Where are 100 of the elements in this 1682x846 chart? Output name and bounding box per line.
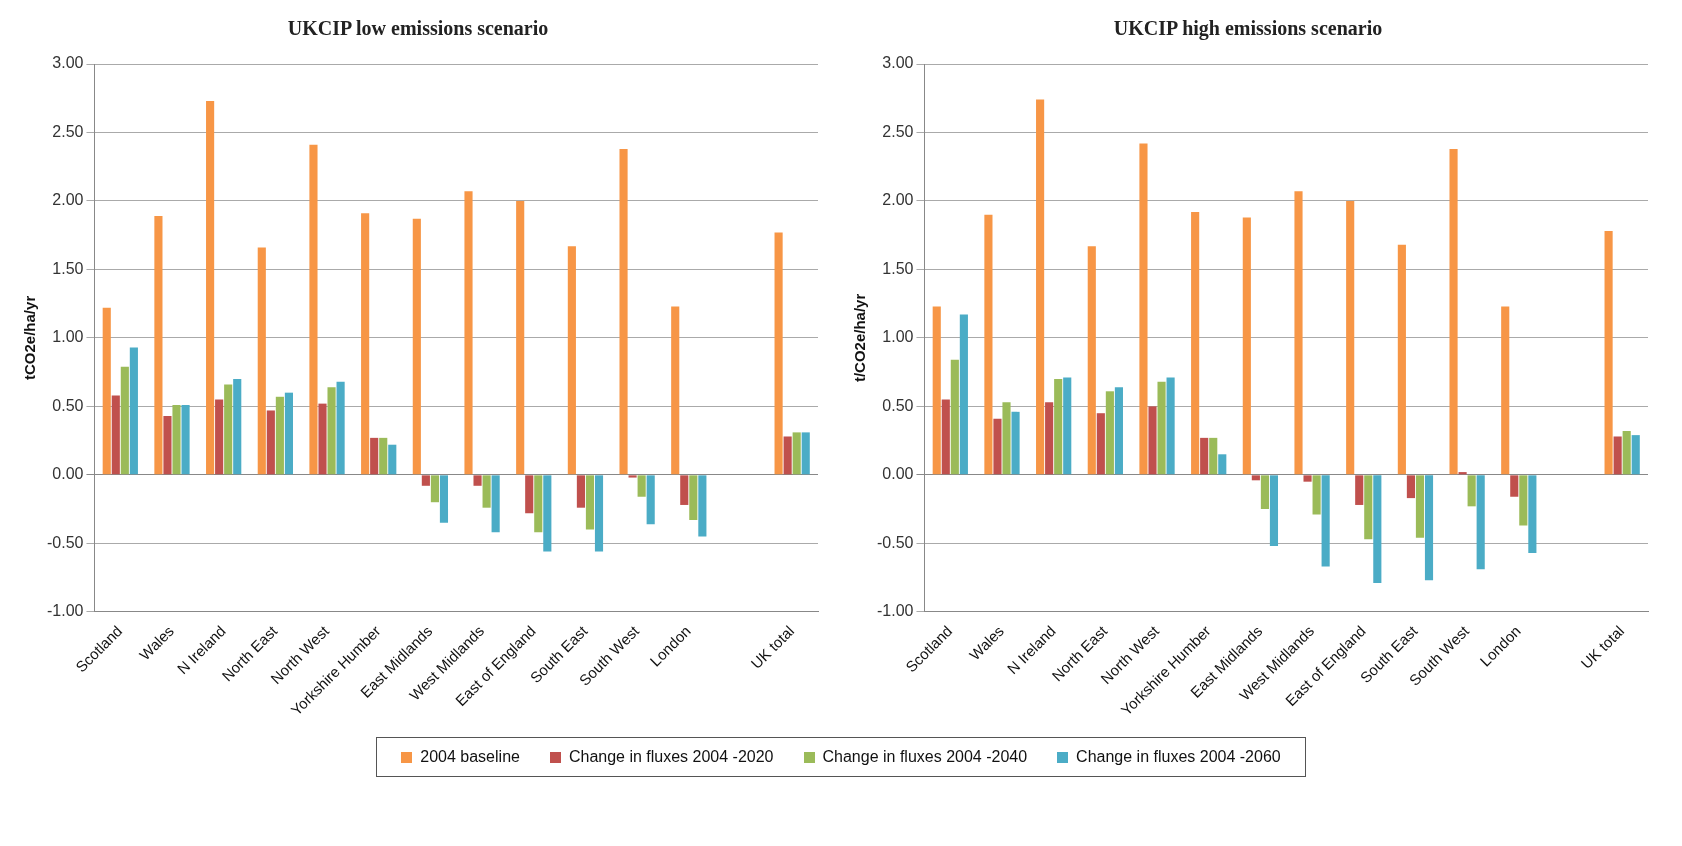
bar <box>628 475 637 478</box>
y-tick-label: -0.50 <box>877 533 914 551</box>
legend-label: Change in fluxes 2004 -2060 <box>1076 748 1281 766</box>
bar <box>327 387 336 475</box>
bar <box>1622 431 1631 475</box>
y-tick-label: 1.50 <box>882 259 914 277</box>
bar <box>421 475 430 486</box>
bar <box>439 475 449 523</box>
bar <box>1096 413 1105 475</box>
bar <box>129 347 138 475</box>
bar <box>172 404 181 475</box>
bar <box>309 144 318 475</box>
bar <box>181 404 190 475</box>
bar <box>154 216 163 475</box>
bar <box>482 475 491 508</box>
bar <box>1467 475 1476 507</box>
bar <box>1002 402 1011 475</box>
bar <box>1294 191 1303 475</box>
bar <box>525 475 534 514</box>
bar <box>412 218 421 475</box>
bar <box>1148 406 1157 475</box>
bar <box>689 475 698 521</box>
bar <box>534 475 543 533</box>
bar <box>1166 377 1175 475</box>
bar <box>1364 475 1373 540</box>
y-tick-label: -0.50 <box>47 533 84 551</box>
y-tick-label: 0.00 <box>882 465 914 483</box>
bar <box>266 410 275 475</box>
bar <box>473 475 482 486</box>
y-tick-label: 3.00 <box>52 54 84 72</box>
bar <box>1191 211 1200 475</box>
bar <box>102 307 111 475</box>
bar <box>1200 437 1209 475</box>
legend-label: Change in fluxes 2004 -2020 <box>568 748 774 766</box>
bar <box>336 381 345 475</box>
bar <box>120 366 129 475</box>
bar <box>1105 391 1114 475</box>
bar <box>257 247 266 475</box>
bar <box>1501 306 1510 475</box>
y-tick-label: 1.00 <box>882 328 914 346</box>
y-axis-title: t/CO2e/ha/yr <box>851 293 869 383</box>
bar <box>1139 143 1148 475</box>
bar <box>932 306 941 475</box>
bar <box>1373 475 1382 584</box>
bar <box>671 306 680 475</box>
bar <box>1321 475 1330 567</box>
chart-title: UKCIP high emissions scenario <box>1113 17 1383 41</box>
bar <box>233 378 242 475</box>
y-tick-label: 3.00 <box>882 54 914 72</box>
bar <box>1303 475 1312 482</box>
bar <box>1476 475 1485 570</box>
bar <box>594 475 604 552</box>
bar <box>1054 378 1063 475</box>
bar <box>1269 475 1279 547</box>
bar <box>430 475 439 503</box>
bar <box>111 395 120 475</box>
bar <box>464 191 473 475</box>
bar <box>774 232 783 475</box>
bar <box>543 475 552 552</box>
bar <box>1063 377 1072 475</box>
bar <box>1114 387 1123 475</box>
bar <box>1312 475 1321 515</box>
y-tick-label: 0.50 <box>52 396 84 414</box>
bar <box>1424 475 1434 581</box>
bar <box>163 415 172 475</box>
y-tick-label: 0.00 <box>52 465 84 483</box>
bar <box>388 444 397 475</box>
y-tick-label: 1.50 <box>52 259 84 277</box>
bar <box>1260 475 1269 510</box>
bar <box>370 437 379 475</box>
bar <box>801 432 810 475</box>
bar <box>1045 402 1054 475</box>
y-tick-label: 2.00 <box>882 191 914 209</box>
bar <box>1510 475 1519 497</box>
bar <box>275 396 284 475</box>
bar <box>318 403 327 475</box>
chart-title: UKCIP low emissions scenario <box>287 17 549 40</box>
bar <box>637 475 646 497</box>
bar <box>379 437 388 475</box>
bar <box>1631 435 1640 475</box>
bar <box>1011 411 1020 475</box>
bar <box>1406 475 1415 499</box>
bar <box>1036 99 1045 475</box>
bar <box>1528 475 1537 553</box>
bar <box>1218 454 1227 475</box>
y-axis-title: tCO2e/ha/yr <box>21 295 39 380</box>
bar <box>284 392 293 475</box>
bar <box>215 399 224 475</box>
y-tick-label: -1.00 <box>877 602 914 620</box>
bar <box>1613 436 1622 475</box>
bar <box>585 475 595 530</box>
y-tick-label: 0.50 <box>882 396 914 414</box>
bar <box>619 148 628 475</box>
bar <box>1209 437 1218 475</box>
bar <box>680 475 689 505</box>
bar <box>1415 475 1425 538</box>
bar <box>1604 231 1613 475</box>
bar <box>698 475 707 537</box>
y-tick-label: -1.00 <box>47 602 84 620</box>
legend-label: Change in fluxes 2004 -2040 <box>822 748 1028 766</box>
